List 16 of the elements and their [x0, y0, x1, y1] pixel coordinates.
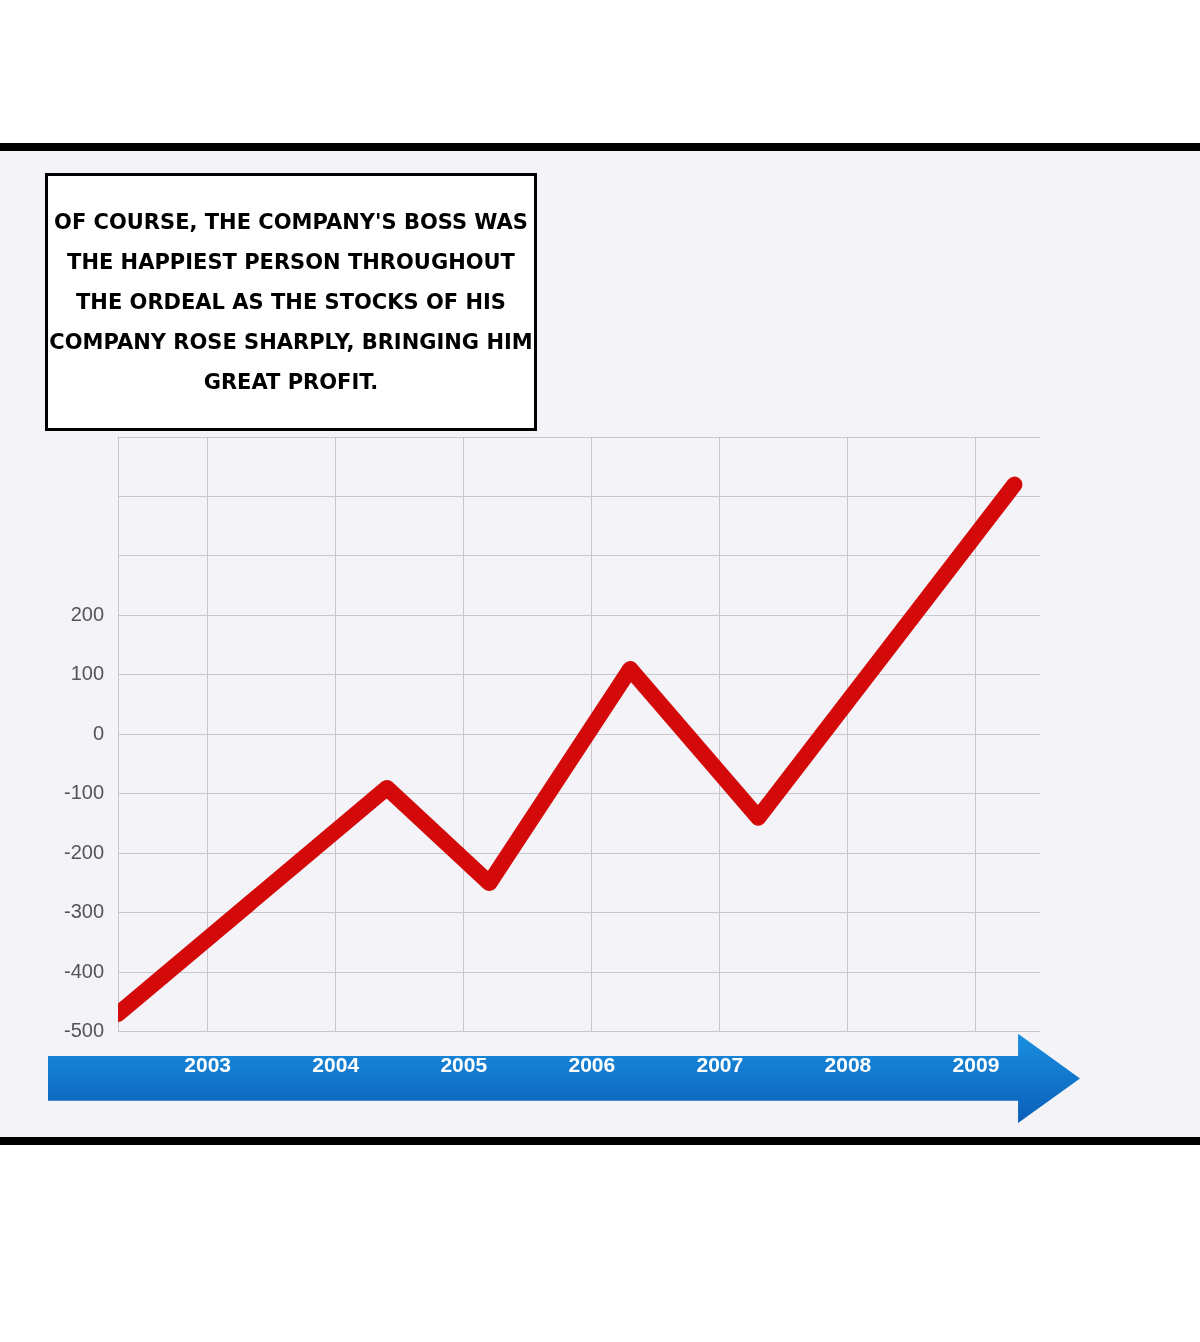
y-tick-label: 100: [70, 662, 105, 685]
y-tick-label: -200: [64, 840, 105, 863]
x-tick-label: 2004: [312, 1053, 360, 1077]
x-tick-label: 2009: [952, 1053, 1000, 1077]
y-tick-label: -100: [64, 781, 105, 804]
y-tick-label: -300: [64, 900, 105, 923]
x-tick-label: 2003: [184, 1053, 232, 1077]
x-tick-label: 2007: [696, 1053, 744, 1077]
x-tick-label: 2006: [568, 1053, 616, 1077]
text: OF COURSE, THE COMPANY'S BOSS WAS THE HAPPIEST PERSON THROUGHOUT THE ORDEAL AS THE STOCKS OF HIS COMPANY ROSE SHARPLY, BRINGING HIM GREAT PROFIT.: [45, 173, 537, 431]
x-tick-label: 2005: [440, 1053, 488, 1077]
x-tick-label: 2008: [824, 1053, 872, 1077]
y-tick-label: 200: [70, 602, 105, 625]
y-tick-label: 0: [92, 721, 105, 744]
y-tick-label: -400: [64, 959, 105, 982]
y-tick-label: -500: [64, 1019, 105, 1042]
